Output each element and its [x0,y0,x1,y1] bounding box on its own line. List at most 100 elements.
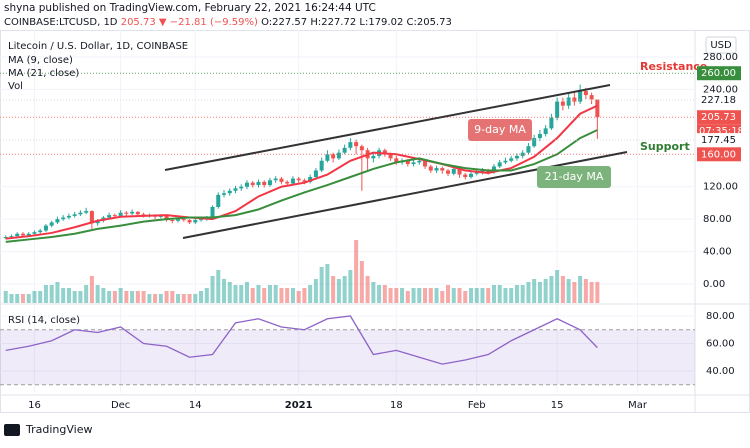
volume-bar [468,288,474,303]
rsi-tick-label: 80.00 [706,311,735,322]
candle-body [560,101,565,106]
candle-body [348,142,353,148]
rsi-band-fill [0,329,695,385]
candle-body [164,215,169,220]
candle-body [26,233,31,236]
candle-body [595,99,600,118]
volume-bar [583,279,588,303]
volume-bar [32,291,37,303]
x-tick-label: 18 [390,400,403,411]
volume-bar [543,279,548,303]
candle-body [417,160,422,163]
volume-bar [336,279,341,303]
candle-body [239,186,244,189]
candle-body [279,178,284,182]
price-label-box [697,110,741,125]
volume-bar [331,276,336,303]
volume-bar [15,294,20,303]
price-label: 260.00 [701,68,736,79]
candle-body [20,233,25,236]
volume-bar [95,285,100,303]
candle-body [497,162,502,167]
currency[interactable]: USD [710,40,732,51]
candle-body [118,212,123,216]
candle-body [313,170,318,177]
volume-bar [319,267,324,303]
candle-body [61,217,66,220]
candle-body [583,91,588,96]
volume-bar [423,288,428,303]
volume-bar [377,285,382,303]
volume-bar [256,285,261,303]
volume-bar [153,294,158,303]
y-tick-label: 0.00 [703,279,725,290]
currency-button[interactable] [705,36,737,54]
rsi-line [5,315,598,365]
candle-body [446,170,451,174]
candle-body [342,147,347,153]
candle-body [221,193,227,195]
volume-bar [296,291,301,303]
candle-body [411,162,416,165]
candle-body [15,233,20,237]
candle-body [84,211,89,213]
volume-bar [509,288,514,303]
volume-bar [26,294,31,303]
price-label-box [697,66,741,81]
legend-volume: Vol [8,81,23,92]
candle-body [457,168,462,175]
ma21-badge [537,166,611,188]
candle-body [95,220,100,224]
volume-bar [107,291,112,303]
volume-bar [89,276,94,303]
y-tick-label: 80.00 [703,214,732,225]
candle-body [549,117,554,129]
volume-bar [491,285,496,303]
y-tick-label: 240.00 [703,84,738,95]
y-tick-label: 120.00 [703,182,738,193]
volume-bar [279,288,284,303]
volume-bar [3,291,8,303]
x-tick-label: 15 [551,400,564,411]
volume-bar [141,291,146,303]
volume-bar [112,291,117,303]
volume-bar [417,288,422,303]
volume-bar [451,288,456,303]
volume-bar [463,291,468,303]
candle-body [394,158,399,163]
candle-body [176,219,181,221]
x-tick-label: 16 [28,400,41,411]
volume-bar [193,294,198,303]
channel-upper [164,84,611,171]
candle-body [158,215,163,217]
candle-body [193,219,198,223]
brand: TradingView [25,423,92,436]
candle-body [89,211,94,224]
volume-bar [66,288,71,303]
candle-body [78,212,83,215]
candle-body [244,182,249,187]
volume-bar [514,285,519,303]
candle-body [526,146,531,153]
volume-bar [239,285,244,303]
candle-body [491,166,496,173]
x-tick-label: 2021 [285,400,313,411]
candle-body [474,172,479,174]
candle-body [296,178,301,181]
price-label-box [697,133,741,148]
volume-bar [244,282,249,303]
candle-body [49,222,54,226]
volume-bar [560,276,565,303]
volume-bar [216,270,221,303]
volume-bar [267,285,272,303]
candle-body [72,214,77,216]
volume-bar [549,276,554,303]
candle-body [181,219,186,221]
volume-bar [532,279,537,303]
candle-body [325,154,330,161]
candle-body [216,194,221,207]
volume-bar [388,288,393,303]
volume-bar [365,276,370,303]
candle-body [3,237,8,238]
